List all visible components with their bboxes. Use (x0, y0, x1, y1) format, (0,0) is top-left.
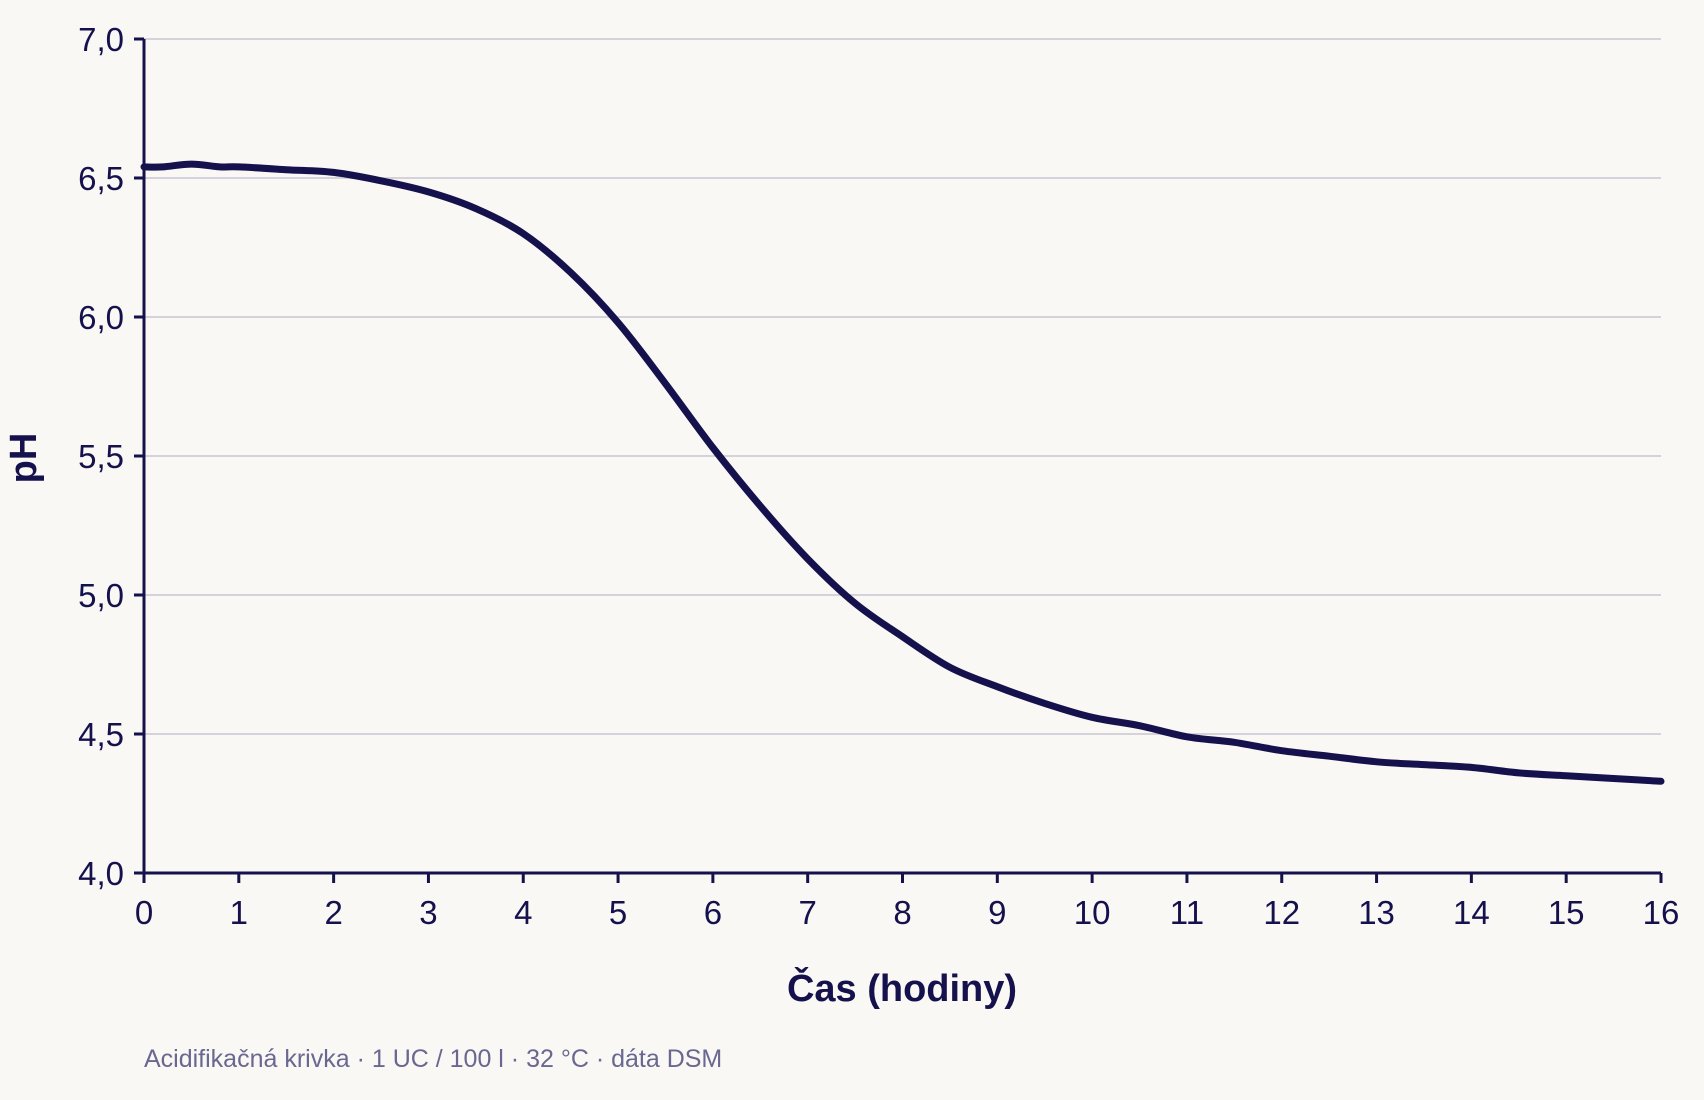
y-tick-label: 4,0 (78, 855, 124, 892)
x-tick-label: 3 (419, 894, 437, 931)
x-tick-label: 16 (1643, 894, 1680, 931)
y-tick-label: 4,5 (78, 716, 124, 753)
x-tick-label: 12 (1263, 894, 1300, 931)
x-tick-label: 7 (799, 894, 817, 931)
x-tick-label: 1 (230, 894, 248, 931)
x-tick-label: 11 (1170, 894, 1204, 931)
x-tick-label: 14 (1453, 894, 1490, 931)
y-tick-label: 6,5 (78, 160, 124, 197)
x-tick-label: 0 (135, 894, 153, 931)
x-tick-label: 8 (893, 894, 911, 931)
x-tick-label: 6 (704, 894, 722, 931)
y-axis-ticks: 7,0 6,5 6,0 5,5 5,0 4,5 4,0 (78, 21, 144, 892)
x-tick-label: 4 (514, 894, 532, 931)
grid-lines (144, 38, 1661, 735)
x-tick-label: 9 (988, 894, 1006, 931)
x-tick-label: 15 (1548, 894, 1585, 931)
x-tick-label: 2 (324, 894, 342, 931)
x-tick-label: 10 (1074, 894, 1111, 931)
x-tick-label: 5 (609, 894, 627, 931)
ph-curve-line (140, 160, 1665, 785)
y-tick-label: 5,0 (78, 577, 124, 614)
chart-caption: Acidifikačná krivka · 1 UC / 100 l · 32 … (144, 1045, 722, 1073)
y-tick-label: 6,0 (78, 299, 124, 336)
x-axis-ticks: 0 1 2 3 4 5 6 7 8 9 10 11 12 13 14 15 16 (135, 873, 1680, 931)
y-tick-label: 5,5 (78, 438, 124, 475)
y-axis-title: pH (3, 433, 45, 484)
y-tick-label: 7,0 (78, 21, 124, 58)
x-tick-label: 13 (1358, 894, 1395, 931)
x-axis-title: Čas (hodiny) (787, 965, 1017, 1010)
